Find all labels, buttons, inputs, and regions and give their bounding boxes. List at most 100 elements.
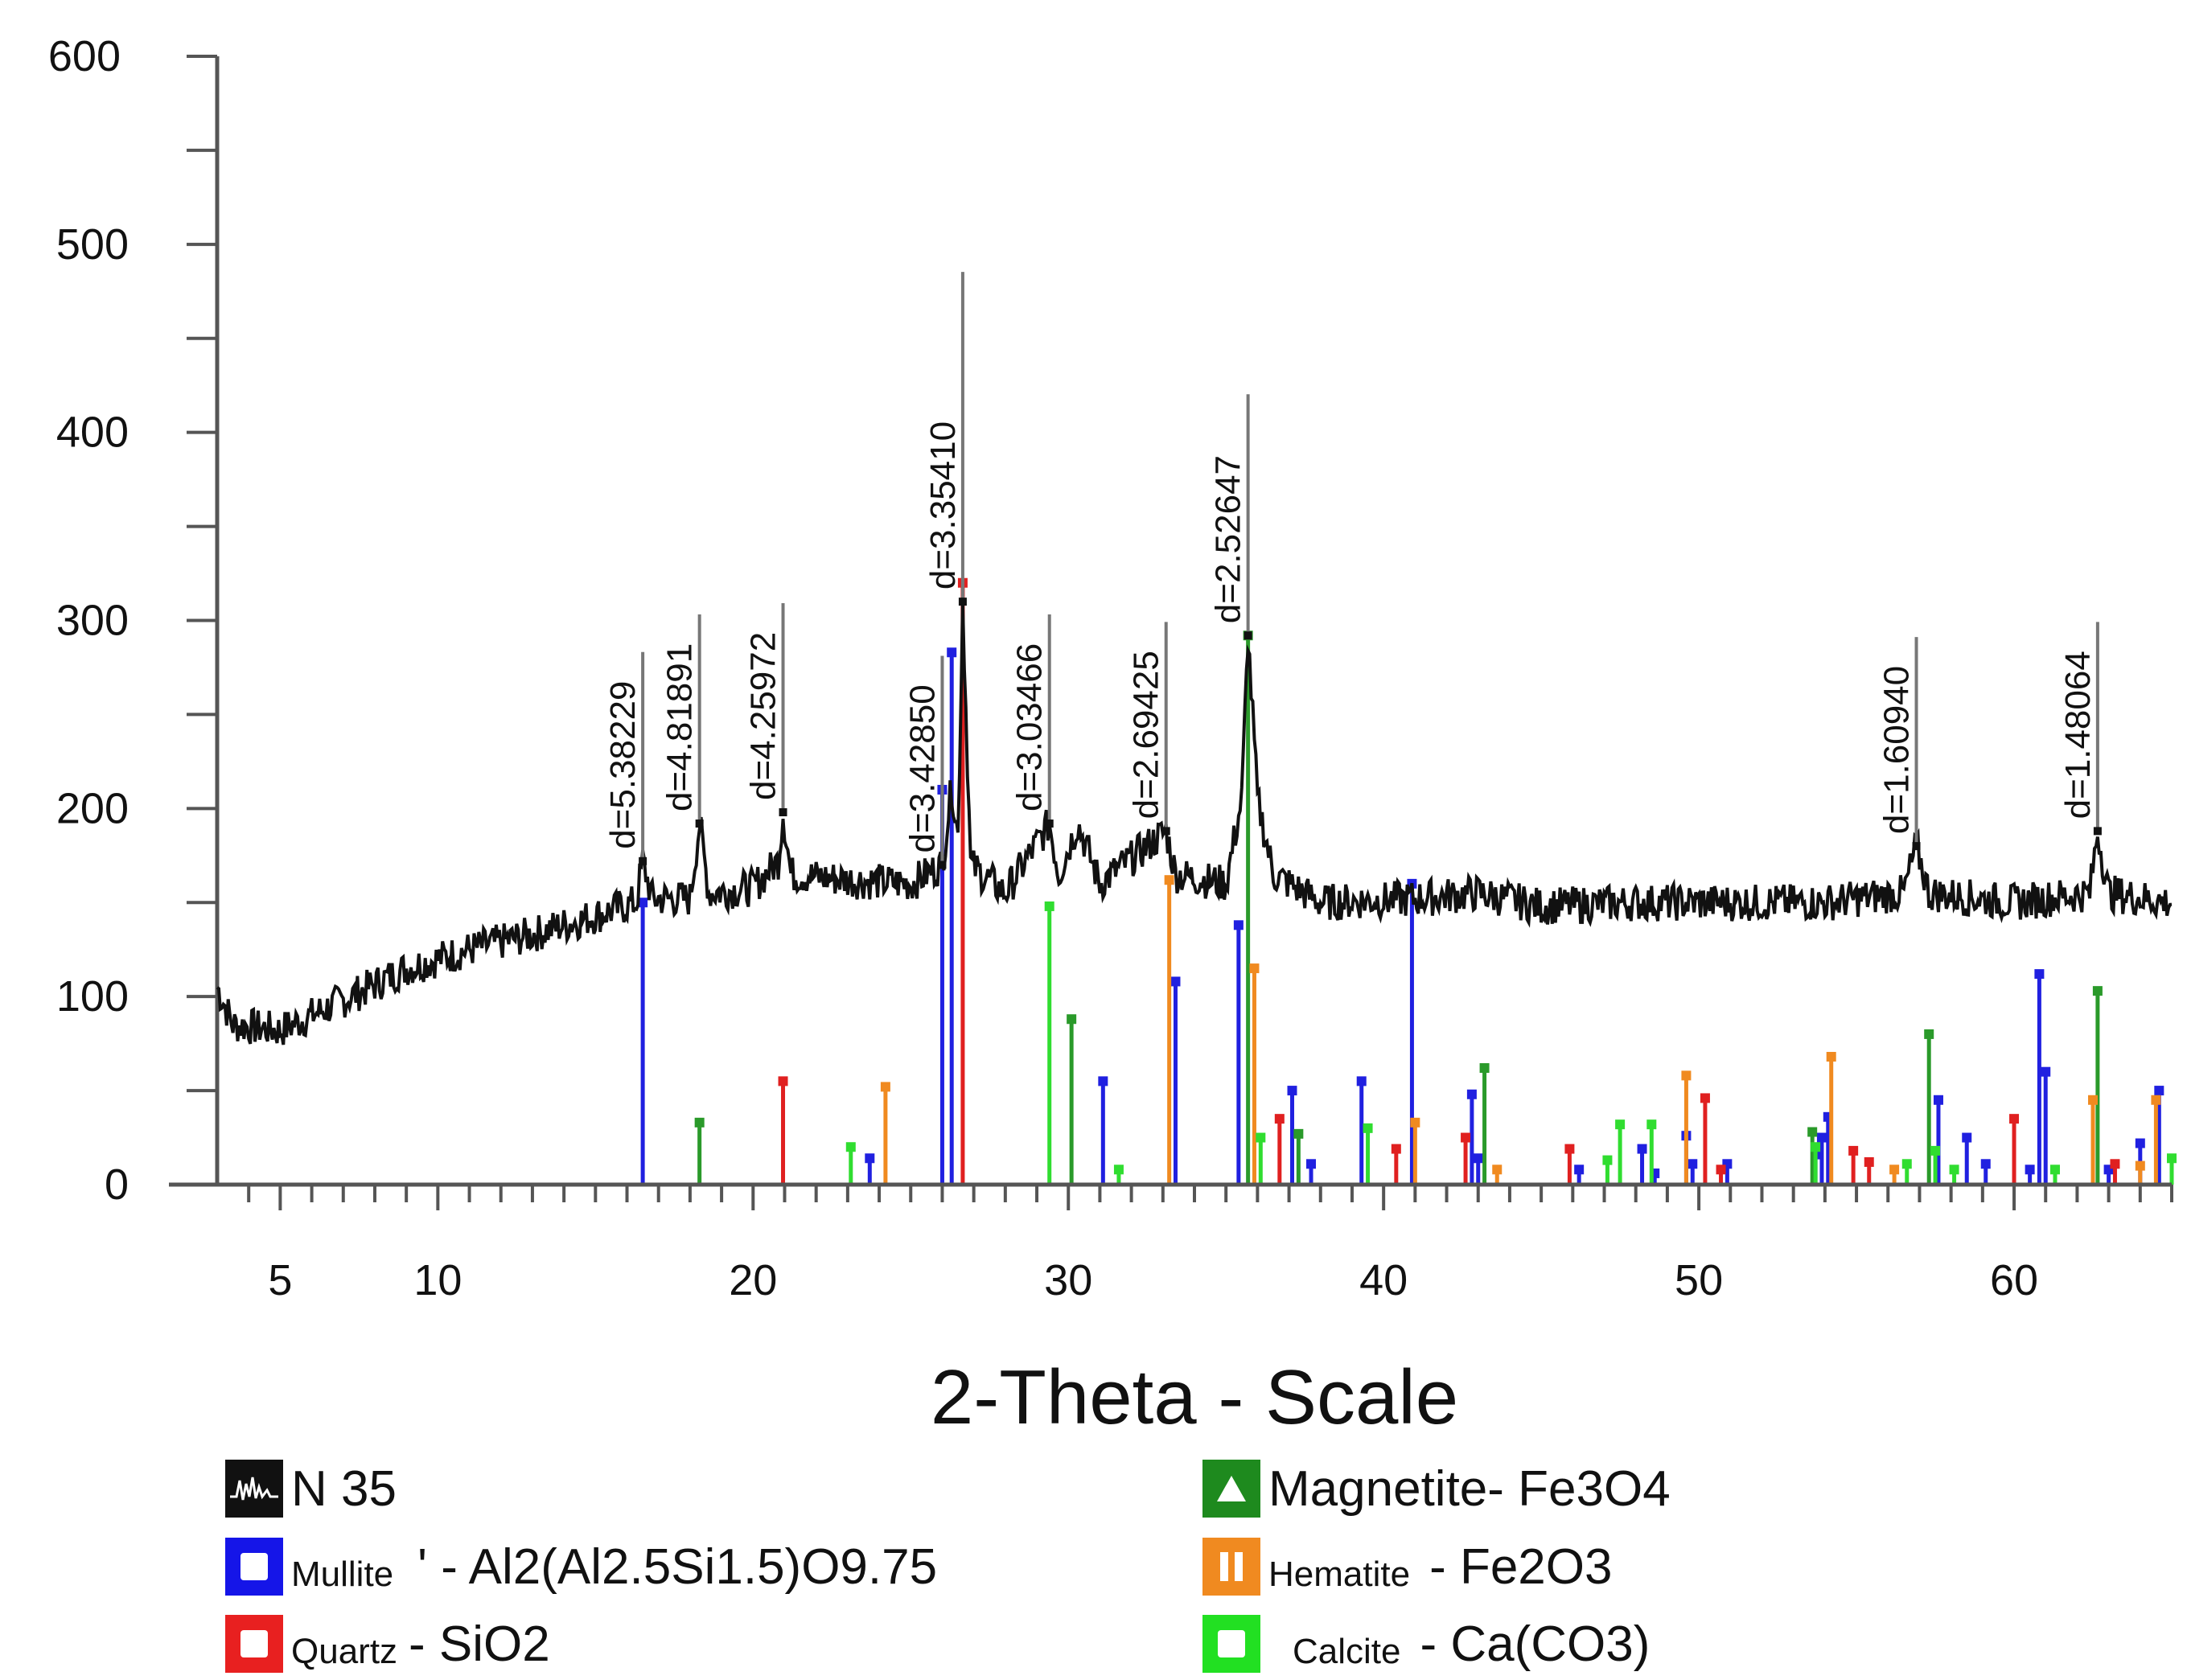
stick-marker-mullite <box>1574 1164 1585 1175</box>
peak-marker <box>1912 842 1921 851</box>
stick-marker-calcite <box>1363 1123 1373 1133</box>
stick-marker-calcite <box>1615 1119 1626 1130</box>
stick-marker-quartz <box>1700 1093 1710 1103</box>
stick-marker-calcite <box>1901 1159 1912 1169</box>
axes: 0 100 200 300 400 500 600 5 10 20 30 40 50 60 <box>48 32 2173 1304</box>
peak-marker <box>958 598 967 606</box>
stick-marker-mullite <box>2025 1164 2035 1175</box>
square-icon <box>1202 1615 1260 1673</box>
y-tick-label: 0 <box>105 1160 129 1209</box>
legend-name: Magnetite <box>1268 1460 1488 1517</box>
stick-marker-mullite <box>1466 1089 1477 1099</box>
x-axis-title: 2-Theta - Scale <box>931 1354 1458 1440</box>
peak-marker <box>695 819 704 828</box>
peak-label: d=5.38229 <box>603 681 643 849</box>
reference-sticks <box>638 577 2177 1185</box>
legend-name: Quartz <box>291 1632 398 1671</box>
peak-marker <box>639 856 647 865</box>
stick-marker-magnetite <box>1479 1063 1490 1074</box>
x-tick-label: 40 <box>1359 1256 1408 1304</box>
stick-marker-mullite <box>865 1153 875 1164</box>
x-ticks: 5 10 20 30 40 50 60 <box>247 1185 2173 1304</box>
stick-marker-hematite <box>1249 963 1260 974</box>
stick-marker-calcite <box>1646 1119 1657 1130</box>
stick-marker-magnetite <box>1807 1127 1818 1137</box>
square-icon <box>225 1615 283 1673</box>
stick-marker-hematite <box>2135 1160 2145 1171</box>
legend-formula: - Ca(CO3) <box>1420 1616 1651 1672</box>
peak-label: d=3.42850 <box>902 684 942 852</box>
stick-marker-calcite <box>1930 1145 1941 1156</box>
stick-marker-calcite <box>1602 1155 1613 1165</box>
stick-marker-quartz <box>1564 1144 1575 1154</box>
stick-marker-mullite <box>1306 1159 1317 1169</box>
x-tick-label: 30 <box>1044 1256 1092 1304</box>
peak-marker <box>938 861 947 869</box>
x-tick-label: 5 <box>268 1256 292 1304</box>
legend-item-quartz: Quartz - SiO2 <box>225 1615 550 1673</box>
stick-marker-quartz <box>1716 1164 1726 1175</box>
peak-label: d=3.03466 <box>1010 643 1050 811</box>
legend-item-n35: N 35 <box>225 1460 397 1518</box>
stick-marker-mullite <box>2154 1086 2164 1096</box>
peak-label: d=2.69425 <box>1127 651 1166 819</box>
peak-marker <box>1045 819 1054 828</box>
legend-name: Mullite <box>291 1555 394 1594</box>
stick-marker-quartz <box>1391 1144 1401 1154</box>
stick-marker-quartz <box>778 1076 788 1086</box>
y-tick-label: 100 <box>56 972 129 1021</box>
legend-formula: - SiO2 <box>409 1616 550 1672</box>
measured-pattern <box>216 602 2173 1045</box>
stick-marker-magnetite <box>2092 986 2103 996</box>
stick-marker-mullite <box>1933 1095 1943 1105</box>
peak-marker <box>1244 631 1252 640</box>
y-tick-label: 300 <box>56 597 129 645</box>
line-pattern-icon <box>225 1460 283 1518</box>
stick-marker-quartz <box>2110 1159 2120 1169</box>
x-tick-label: 50 <box>1675 1256 1723 1304</box>
stick-marker-quartz <box>1274 1114 1285 1124</box>
stick-marker-mullite <box>1816 1132 1827 1143</box>
peak-marker <box>2093 827 2102 836</box>
stick-marker-mullite <box>1287 1086 1297 1096</box>
peak-marker <box>1161 827 1170 836</box>
stick-marker-quartz <box>1848 1145 1859 1156</box>
stick-marker-quartz <box>2009 1114 2020 1124</box>
stick-marker-mullite <box>2041 1066 2051 1077</box>
stick-marker-magnetite <box>1067 1014 1077 1025</box>
x-tick-label: 20 <box>729 1256 777 1304</box>
stick-marker-mullite <box>638 898 648 908</box>
stick-marker-magnetite <box>1293 1128 1304 1139</box>
stick-marker-calcite <box>1949 1164 1959 1175</box>
stick-marker-hematite <box>1889 1164 1900 1175</box>
stick-marker-hematite <box>1410 1117 1420 1128</box>
pattern-line-n35 <box>216 602 2173 1045</box>
stick-marker-mullite <box>1637 1144 1647 1154</box>
y-tick-label: 500 <box>56 220 129 269</box>
legend-name: Calcite <box>1293 1632 1401 1671</box>
stick-marker-hematite <box>2151 1095 2161 1105</box>
y-tick-label: 600 <box>48 32 121 80</box>
stick-marker-hematite <box>1681 1070 1692 1081</box>
stick-marker-mullite <box>947 647 957 658</box>
stick-marker-mullite <box>1170 976 1181 987</box>
stick-marker-mullite <box>1688 1159 1698 1169</box>
legend-name: N 35 <box>291 1460 397 1517</box>
y-tick-label: 400 <box>56 409 129 457</box>
stick-marker-mullite <box>1962 1132 1972 1143</box>
pause-bars-icon <box>1202 1538 1260 1596</box>
stick-marker-calcite <box>2167 1153 2177 1164</box>
stick-marker-magnetite <box>694 1117 705 1128</box>
triangle-icon <box>1202 1460 1260 1518</box>
stick-marker-calcite <box>1811 1142 1821 1152</box>
y-tick-label: 200 <box>56 784 129 832</box>
stick-marker-mullite <box>1098 1076 1108 1086</box>
stick-marker-hematite <box>880 1082 890 1092</box>
stick-marker-calcite <box>2049 1164 2060 1175</box>
peak-marker <box>779 808 787 817</box>
x-tick-label: 10 <box>413 1256 462 1304</box>
x-tick-label: 60 <box>1990 1256 2038 1304</box>
legend-formula: - Fe3O4 <box>1487 1460 1671 1517</box>
